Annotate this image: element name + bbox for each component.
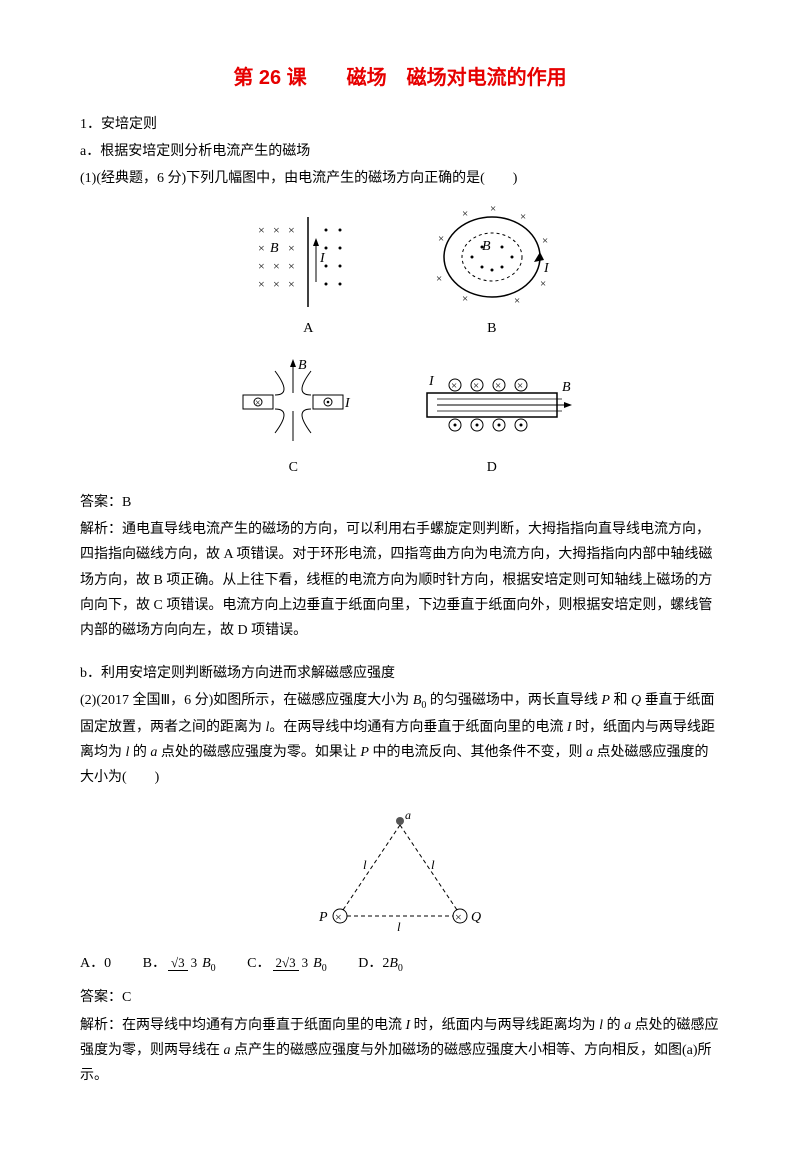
svg-text:B: B	[270, 241, 279, 256]
sub-b: b．利用安培定则判断磁场方向进而求解磁感应强度	[80, 661, 720, 686]
diagram-row-2: × I B C I × × × ×	[80, 351, 720, 480]
lesson-title: 第 26 课 磁场 磁场对电流的作用	[80, 60, 720, 96]
sub-a: a．根据安培定则分析电流产生的磁场	[80, 139, 720, 164]
diagram-c: × I B	[223, 351, 363, 451]
svg-text:×: ×	[288, 259, 295, 273]
svg-text:×: ×	[273, 223, 280, 237]
svg-text:×: ×	[462, 293, 468, 305]
svg-text:×: ×	[436, 273, 442, 285]
svg-text:×: ×	[455, 910, 462, 924]
svg-text:l: l	[363, 857, 367, 872]
explanation-1: 解析：通电直导线电流产生的磁场的方向，可以利用右手螺旋定则判断，大拇指指向直导线…	[80, 517, 720, 643]
svg-text:P: P	[318, 910, 328, 925]
svg-text:×: ×	[273, 259, 280, 273]
svg-text:×: ×	[258, 259, 265, 273]
svg-text:l: l	[431, 857, 435, 872]
explanation-2: 解析：在两导线中均通有方向垂直于纸面向里的电流 I 时，纸面内与两导线距离均为 …	[80, 1013, 720, 1089]
diagram-row-1: × × × × × × × × × × × B I A I B	[80, 202, 720, 341]
choice-a: A．0	[80, 956, 111, 971]
svg-text:×: ×	[490, 203, 496, 215]
question-1: (1)(经典题，6 分)下列几幅图中，由电流产生的磁场方向正确的是( )	[80, 166, 720, 191]
svg-text:×: ×	[255, 398, 261, 409]
svg-text:a: a	[405, 808, 411, 822]
svg-text:×: ×	[288, 277, 295, 291]
svg-text:×: ×	[520, 211, 526, 223]
label-d: D	[407, 455, 577, 480]
choices-q2: A．0 B．√33B0 C．2√33B0 D．2B0	[80, 951, 720, 978]
svg-text:×: ×	[258, 223, 265, 237]
svg-text:×: ×	[451, 380, 457, 392]
svg-text:×: ×	[514, 295, 520, 307]
svg-text:B: B	[562, 380, 571, 395]
svg-text:×: ×	[288, 241, 295, 255]
section-1-heading: 1．安培定则	[80, 112, 720, 137]
svg-text:×: ×	[540, 278, 546, 290]
choice-d: D．2B0	[358, 956, 403, 971]
svg-text:×: ×	[335, 910, 342, 924]
svg-text:×: ×	[258, 277, 265, 291]
choice-c: C．2√33B0	[247, 956, 327, 971]
svg-text:×: ×	[438, 233, 444, 245]
diagram-b: I B ××× ××× ×××	[422, 202, 562, 312]
svg-text:×: ×	[542, 235, 548, 247]
label-c: C	[223, 455, 363, 480]
svg-text:l: l	[397, 919, 401, 934]
question-2: (2)(2017 全国Ⅲ，6 分)如图所示，在磁感应强度大小为 B0 的匀强磁场…	[80, 688, 720, 790]
choice-b: B．√33B0	[143, 956, 216, 971]
svg-text:×: ×	[517, 380, 523, 392]
svg-text:I: I	[543, 261, 550, 276]
svg-text:×: ×	[495, 380, 501, 392]
svg-text:I: I	[344, 396, 351, 411]
diagram-triangle: a × P × Q l l l	[80, 801, 720, 941]
label-b: B	[422, 316, 562, 341]
diagram-a: × × × × × × × × × × × B I	[238, 212, 378, 312]
answer-1: 答案：B	[80, 490, 720, 515]
diagram-d: I × × × × B	[407, 361, 577, 451]
svg-text:×: ×	[273, 277, 280, 291]
svg-text:I: I	[319, 251, 326, 266]
svg-text:×: ×	[288, 223, 295, 237]
label-a: A	[238, 316, 378, 341]
svg-text:×: ×	[258, 241, 265, 255]
answer-2: 答案：C	[80, 985, 720, 1010]
svg-text:×: ×	[473, 380, 479, 392]
svg-text:I: I	[428, 374, 435, 389]
svg-text:×: ×	[462, 208, 468, 220]
svg-text:B: B	[298, 358, 307, 373]
svg-text:Q: Q	[471, 910, 481, 925]
